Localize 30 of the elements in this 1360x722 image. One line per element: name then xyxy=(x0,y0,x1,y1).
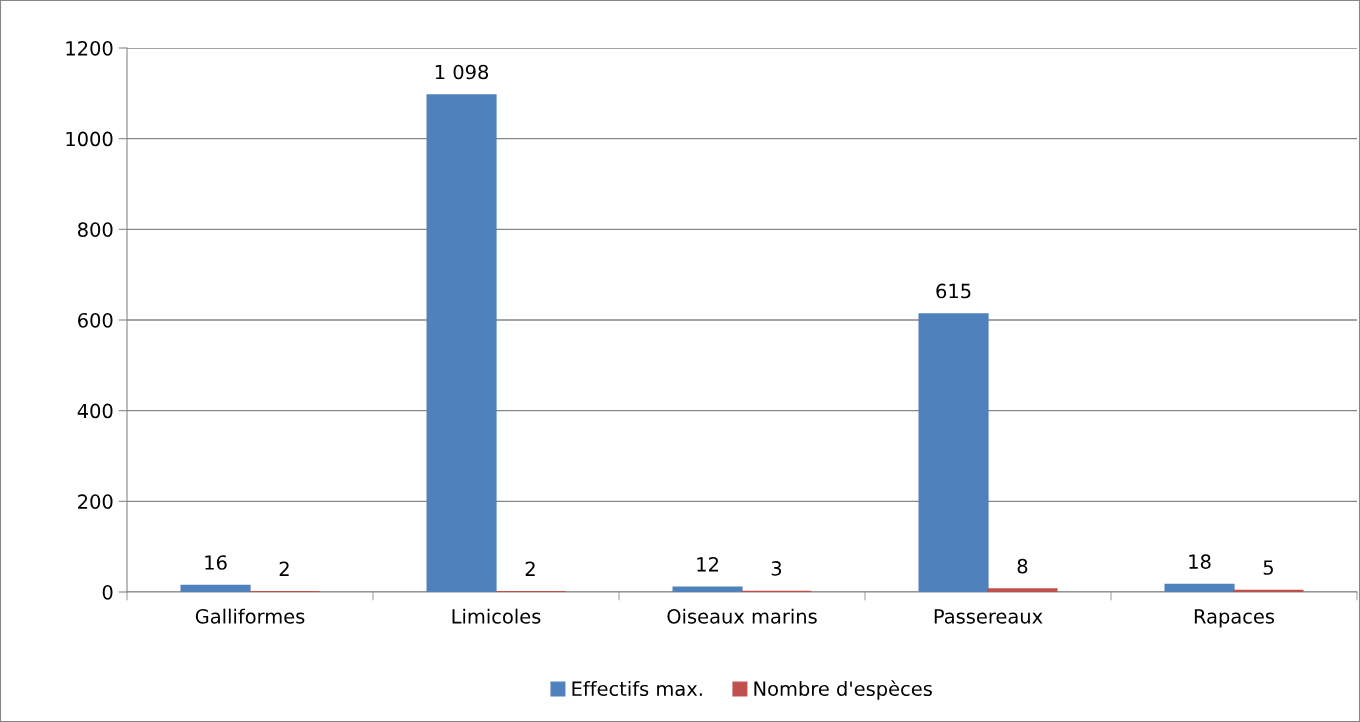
bar xyxy=(1164,583,1235,592)
x-tick-label: Oiseaux marins xyxy=(667,608,817,624)
data-label: 2 xyxy=(525,561,535,576)
data-label: 2 xyxy=(279,561,289,576)
x-tick-label: Rapaces xyxy=(1194,609,1275,628)
bar xyxy=(672,586,743,592)
y-tick-label: 400 xyxy=(77,403,113,419)
y-tick-label: 1000 xyxy=(66,131,113,147)
data-label: 3 xyxy=(771,561,782,576)
legend-label: Nombre d'espèces xyxy=(754,680,932,700)
y-tick-label: 0 xyxy=(102,584,113,600)
x-tick-label: Passereaux xyxy=(934,609,1043,624)
y-tick-label: 200 xyxy=(78,494,113,509)
data-label: 1 098 xyxy=(435,64,489,80)
y-tick-label: 1200 xyxy=(66,40,113,56)
bar xyxy=(180,584,251,592)
y-tick-label: 800 xyxy=(78,222,113,237)
data-label: 16 xyxy=(205,555,227,570)
x-tick-label: Limicoles xyxy=(452,608,541,624)
y-tick-label: 600 xyxy=(78,312,113,328)
data-label: 8 xyxy=(1017,558,1028,574)
data-label: 615 xyxy=(936,283,971,299)
data-label: 5 xyxy=(1263,560,1273,575)
data-label: 12 xyxy=(697,556,718,572)
data-label: 18 xyxy=(1189,554,1211,569)
x-tick-label: Galliformes xyxy=(195,608,305,624)
legend-label: Effectifs max. xyxy=(572,681,702,697)
bar xyxy=(987,588,1058,592)
bar xyxy=(918,313,989,592)
bar xyxy=(426,94,497,592)
